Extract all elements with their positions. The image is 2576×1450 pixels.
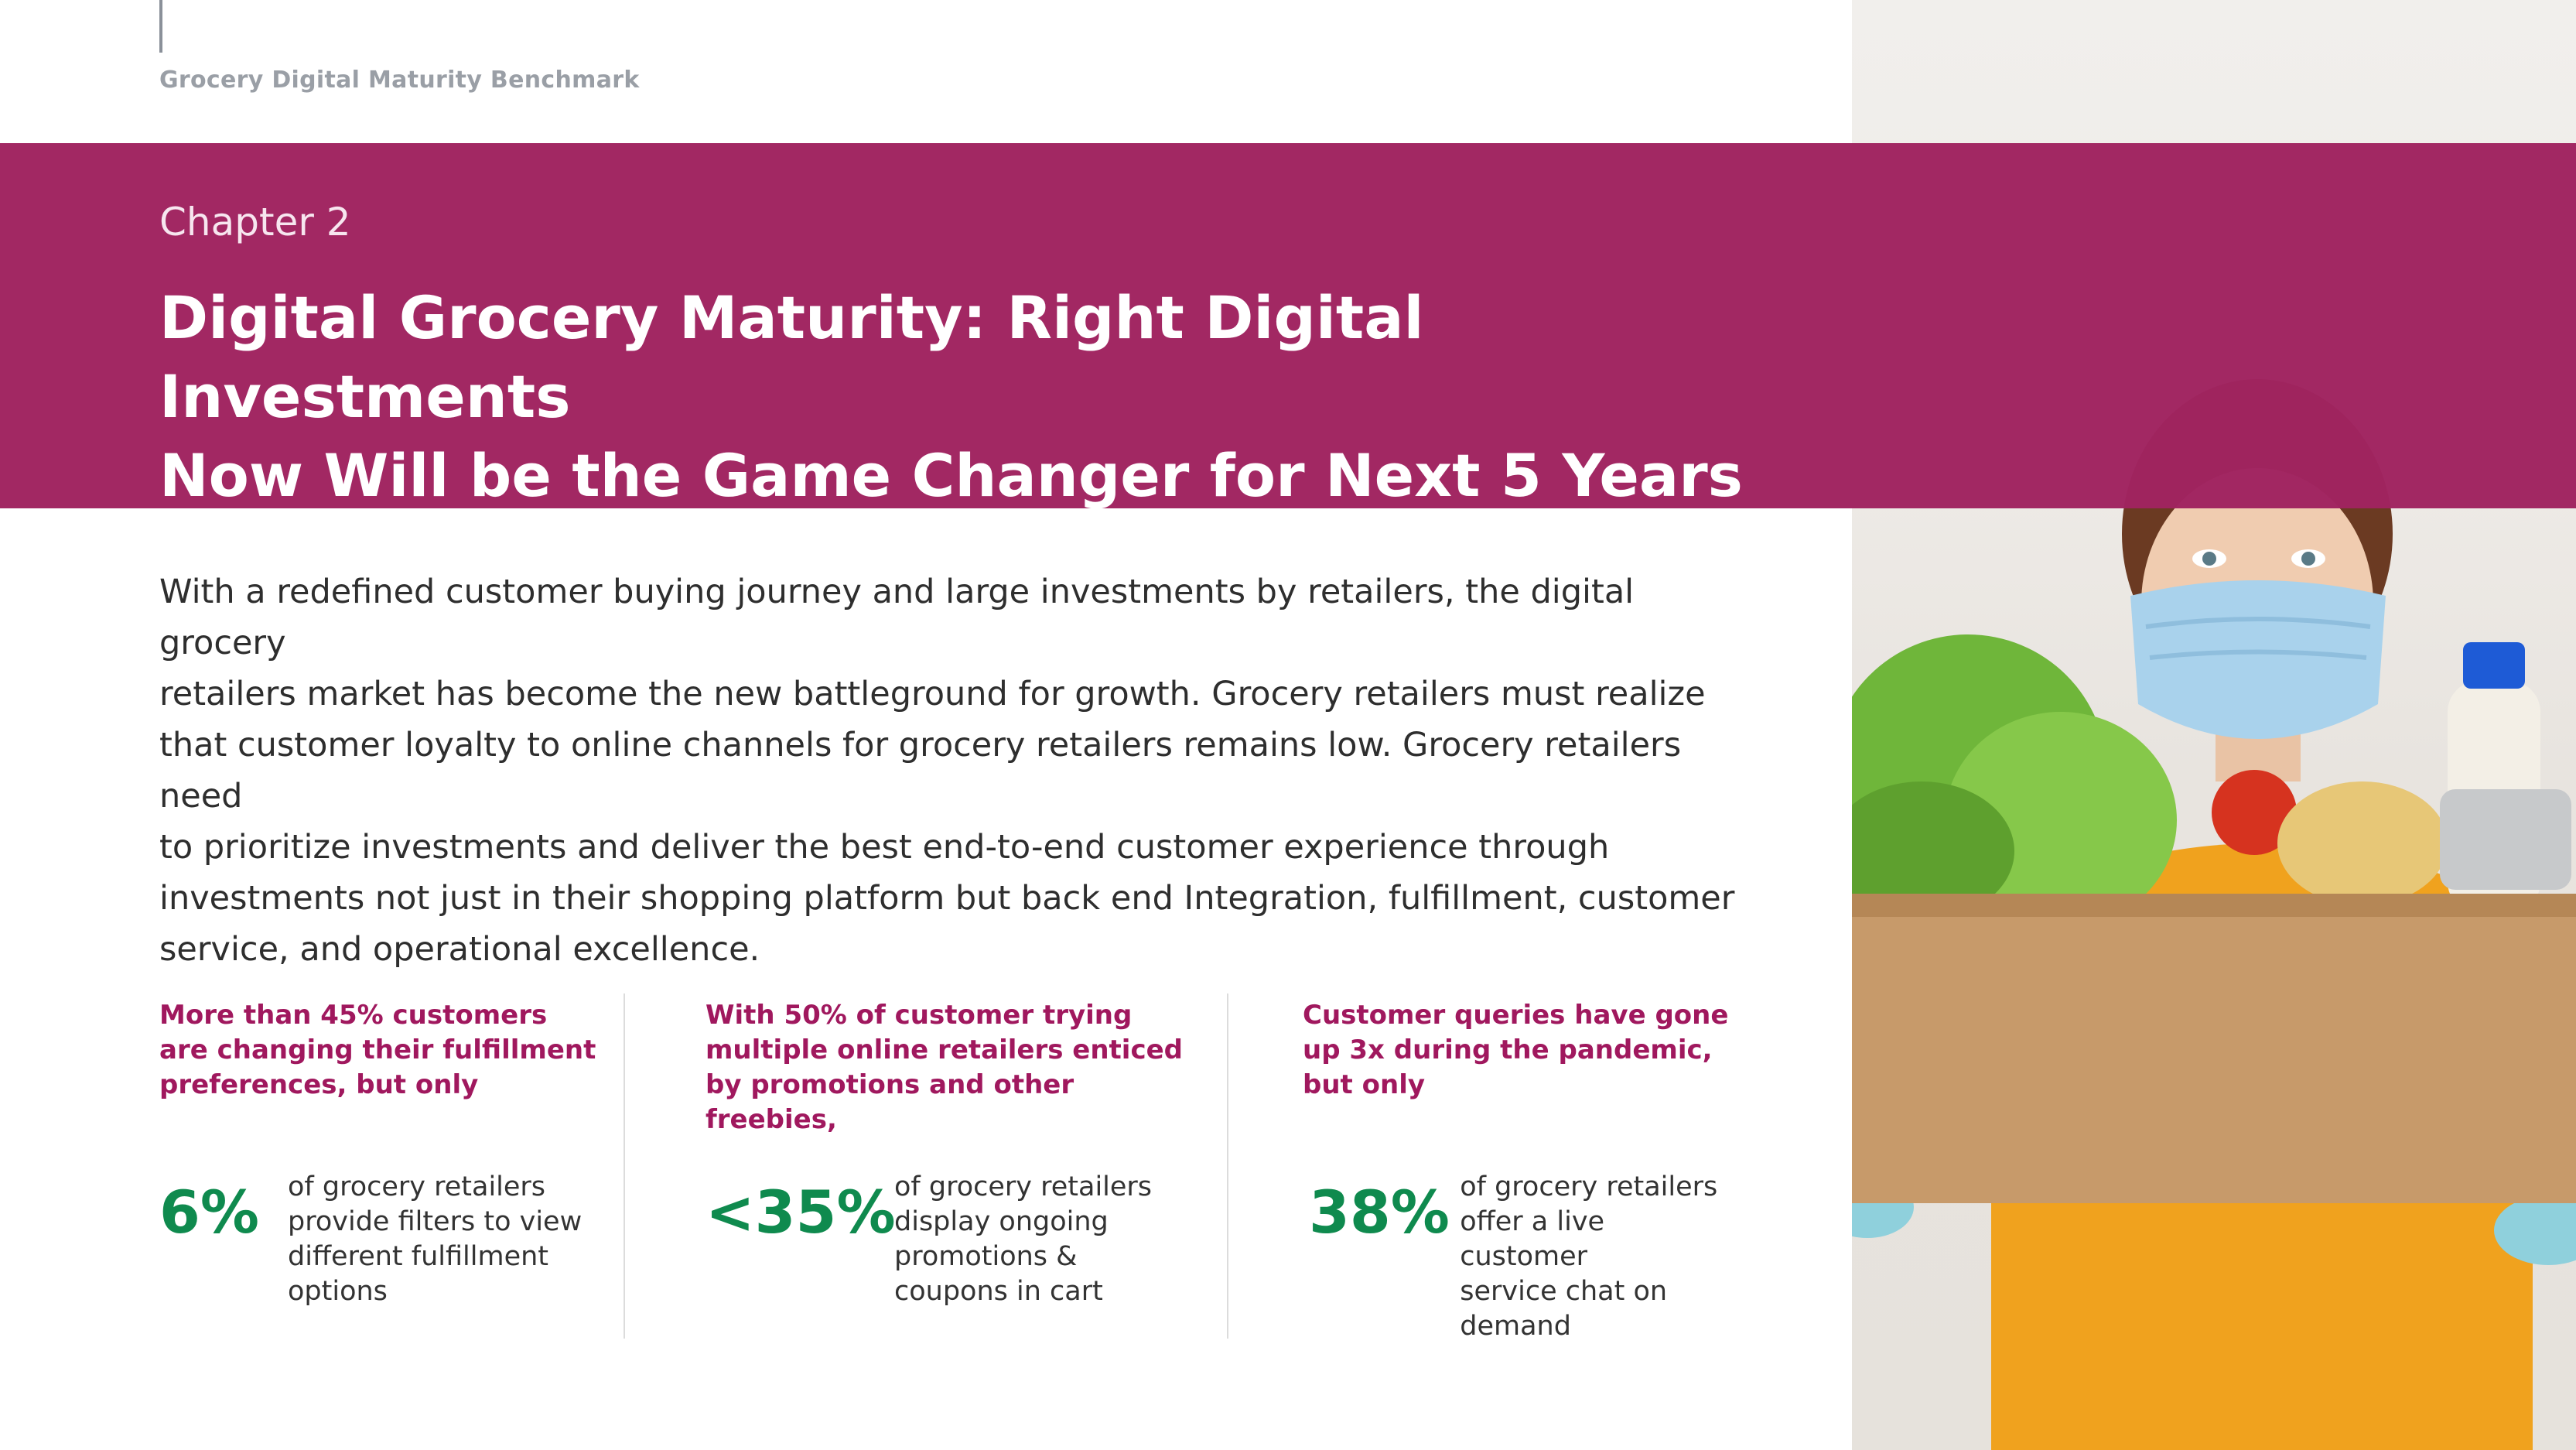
stat-value: 38% [1309,1178,1450,1247]
stat-divider [624,993,625,1339]
intro-line: service, and operational excellence. [159,930,760,969]
face-mask [2130,580,2386,739]
stat-block-fulfillment: More than 45% customers are changing the… [159,998,596,1307]
left-iris [2202,552,2216,566]
intro-line: investments not just in their shopping p… [159,879,1735,918]
stat-heading-line: freebies, [705,1104,837,1135]
stat-row: <35% of grocery retailers display ongoin… [705,1171,1152,1309]
stat-description-line: coupons in cart [894,1276,1103,1307]
stat-row: 6% of grocery retailers provide filters … [159,1171,582,1309]
stat-description-line: of grocery retailers [1460,1171,1718,1202]
chapter-banner [0,143,2576,508]
stat-block-promotions: With 50% of customer trying multiple onl… [705,998,1183,1307]
stat-divider [1227,993,1228,1339]
stat-value: 6% [159,1178,260,1247]
stat-heading-line: by promotions and other [705,1069,1074,1100]
bottle-cap [2463,642,2525,689]
lettuce-3 [1852,781,2014,921]
stat-row: 38% of grocery retailers offer a live cu… [1309,1171,1728,1344]
stat-description: of grocery retailers provide filters to … [288,1170,582,1309]
stat-heading-line: are changing their fulfillment [159,1034,596,1065]
stat-description-line: promotions & [894,1241,1078,1272]
stat-heading-line: multiple online retailers enticed [705,1034,1184,1065]
stat-description-line: of grocery retailers [894,1171,1153,1202]
stat-heading-line: up 3x during the pandemic, [1303,1034,1713,1065]
stat-value: <35% [705,1178,896,1247]
title-line-1: Digital Grocery Maturity: Right Digital … [159,283,1424,431]
chapter-title: Digital Grocery Maturity: Right Digital … [159,279,1823,515]
cardboard-box [1852,894,2576,1203]
header-rule [159,0,162,53]
intro-line: With a redefined customer buying journey… [159,573,1635,662]
stat-description-line: of grocery retailers [288,1171,546,1202]
stat-heading: Customer queries have gone up 3x during … [1303,998,1728,1103]
intro-line: retailers market has become the new batt… [159,675,1706,713]
stat-description-line: offer a live customer [1460,1206,1605,1272]
stat-description-line: service chat on [1460,1276,1668,1307]
running-title: Grocery Digital Maturity Benchmark [159,67,640,94]
intro-line: to prioritize investments and deliver th… [159,828,1610,867]
tomato [2212,770,2297,855]
right-iris [2301,552,2315,566]
pasta [2277,781,2448,905]
stat-description: of grocery retailers display ongoing pro… [894,1170,1152,1309]
mask-fold-2 [2149,649,2367,660]
stat-heading-line: preferences, but only [159,1069,479,1100]
stat-description-line: demand [1460,1311,1571,1342]
stat-heading-line: More than 45% customers [159,1000,548,1031]
stat-heading: More than 45% customers are changing the… [159,998,596,1103]
stat-description-line: options [288,1276,388,1307]
stat-description-line: display ongoing [894,1206,1109,1237]
woman-with-grocery-box-illustration [1852,379,2576,1450]
right-glove [2494,1195,2576,1265]
box-edge [1852,894,2576,917]
stat-heading-line: but only [1303,1069,1426,1100]
chapter-label: Chapter 2 [159,200,351,245]
intro-paragraph: With a redefined customer buying journey… [159,566,1768,975]
intro-line: that customer loyalty to online channels… [159,726,1682,816]
stat-heading: With 50% of customer trying multiple onl… [705,998,1183,1137]
stat-description-line: different fulfillment [288,1241,549,1272]
stat-block-customer-service: Customer queries have gone up 3x during … [1303,998,1728,1342]
stat-heading-line: With 50% of customer trying [705,1000,1133,1031]
stat-heading-line: Customer queries have gone [1303,1000,1729,1031]
title-line-2: Now Will be the Game Changer for Next 5 … [159,441,1743,510]
stat-description-line: provide filters to view [288,1206,583,1237]
stat-description: of grocery retailers offer a live custom… [1460,1170,1728,1344]
tin-can [2440,789,2571,890]
mask-fold-1 [2145,617,2371,629]
